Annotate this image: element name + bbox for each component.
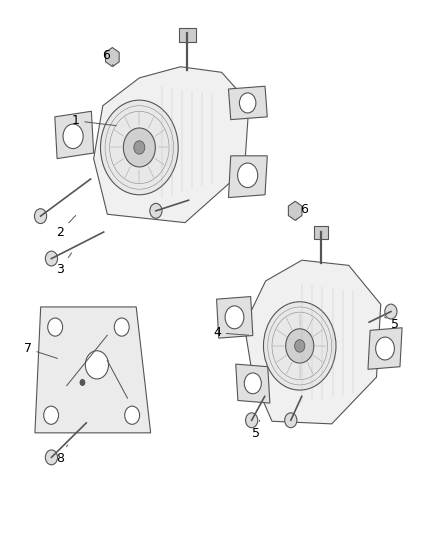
Text: 1: 1 <box>71 114 116 127</box>
Text: 6: 6 <box>297 203 308 220</box>
Polygon shape <box>244 260 381 424</box>
Circle shape <box>244 373 261 394</box>
Circle shape <box>225 306 244 329</box>
Text: 4: 4 <box>213 326 249 340</box>
Circle shape <box>150 204 162 218</box>
Circle shape <box>385 304 397 319</box>
Text: 5: 5 <box>252 421 260 440</box>
Circle shape <box>85 351 109 379</box>
Text: 3: 3 <box>56 253 71 276</box>
Circle shape <box>80 379 85 386</box>
Circle shape <box>35 209 47 223</box>
Circle shape <box>48 318 63 336</box>
Circle shape <box>124 128 155 167</box>
Polygon shape <box>314 227 328 239</box>
Polygon shape <box>216 296 253 338</box>
Polygon shape <box>94 67 249 223</box>
Circle shape <box>46 450 57 465</box>
Polygon shape <box>179 28 195 42</box>
Circle shape <box>114 318 129 336</box>
Circle shape <box>240 93 256 113</box>
Circle shape <box>237 163 258 188</box>
Circle shape <box>46 251 57 266</box>
Polygon shape <box>35 307 151 433</box>
Circle shape <box>285 413 297 427</box>
Text: 7: 7 <box>24 342 57 358</box>
Polygon shape <box>229 86 267 119</box>
Polygon shape <box>236 364 270 403</box>
Circle shape <box>100 100 178 195</box>
Circle shape <box>44 406 59 424</box>
Text: 6: 6 <box>102 49 114 66</box>
Polygon shape <box>55 111 94 159</box>
Polygon shape <box>288 201 302 220</box>
Polygon shape <box>368 328 402 369</box>
Circle shape <box>125 406 140 424</box>
Text: 5: 5 <box>385 317 399 332</box>
Circle shape <box>63 124 83 149</box>
Text: 2: 2 <box>56 215 76 239</box>
Polygon shape <box>106 47 119 67</box>
Polygon shape <box>229 156 267 198</box>
Circle shape <box>134 141 145 154</box>
Circle shape <box>246 413 258 427</box>
Circle shape <box>286 329 314 363</box>
Circle shape <box>264 302 336 390</box>
Text: 8: 8 <box>56 445 67 465</box>
Circle shape <box>295 340 305 352</box>
Circle shape <box>376 337 395 360</box>
